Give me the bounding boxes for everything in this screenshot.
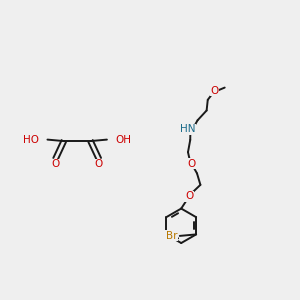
Text: O: O xyxy=(95,159,103,169)
Text: HO: HO xyxy=(23,135,39,145)
Text: O: O xyxy=(210,86,219,96)
Text: O: O xyxy=(51,159,60,169)
Text: O: O xyxy=(187,159,196,169)
Text: Br: Br xyxy=(166,231,177,241)
Text: OH: OH xyxy=(115,135,131,145)
Text: HN: HN xyxy=(180,124,196,134)
Text: O: O xyxy=(185,191,193,201)
